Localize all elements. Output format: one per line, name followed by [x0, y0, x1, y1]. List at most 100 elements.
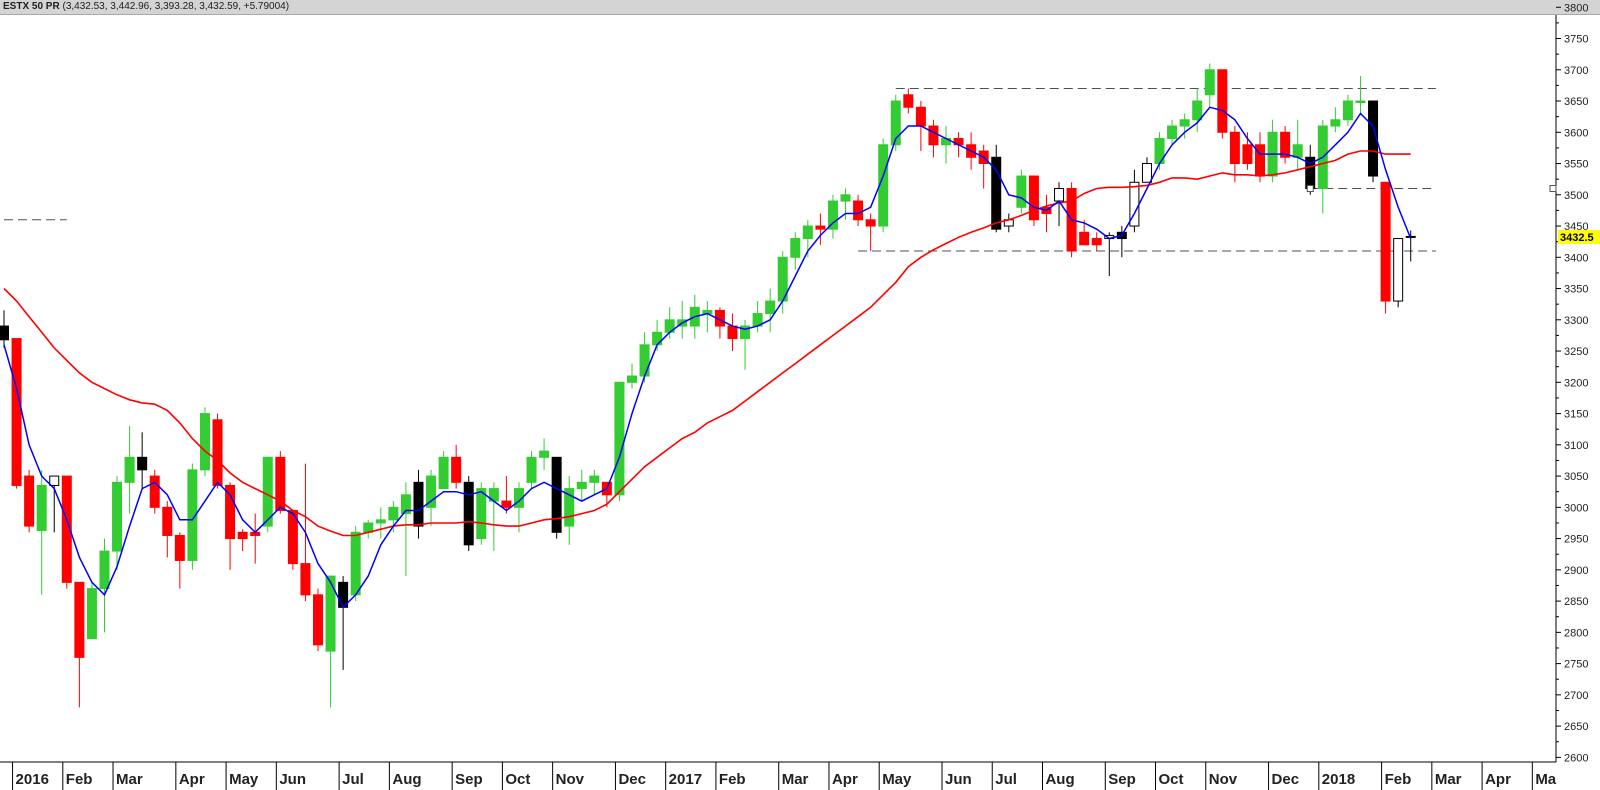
- candle-body: [652, 331, 663, 346]
- x-tick-label: Sep: [1108, 771, 1136, 788]
- x-tick-label: Apr: [179, 771, 205, 788]
- candle-body: [815, 225, 826, 230]
- last-price-box: [1558, 229, 1600, 244]
- candle-body: [225, 484, 236, 540]
- candle-body: [1280, 131, 1291, 158]
- levels-layer: [4, 88, 1436, 252]
- candle-body: [1393, 238, 1404, 302]
- y-tick-label: 2850: [1564, 596, 1588, 608]
- x-axis: 2016 Feb Mar Apr May Jun Jul Aug Sep Oct Nov Dec 201…: [0, 761, 1557, 790]
- candle-body: [99, 550, 110, 590]
- y-tick-label: 2750: [1564, 659, 1588, 671]
- x-tick-label: Aug: [392, 771, 421, 788]
- candle-body: [526, 456, 537, 483]
- candle-body: [915, 106, 926, 127]
- candle-body: [451, 456, 462, 483]
- candle-body: [1192, 100, 1203, 121]
- candle-body: [903, 94, 914, 108]
- x-tick-label: Dec: [1272, 771, 1300, 788]
- candle-body: [740, 325, 751, 340]
- candle-body: [1204, 69, 1215, 96]
- level-handle: [1549, 185, 1557, 193]
- x-tick-label: Mar: [116, 771, 143, 788]
- candle-body: [1368, 100, 1379, 177]
- y-tick-label: 3300: [1564, 315, 1588, 327]
- x-tick-label: Ma: [1535, 771, 1556, 788]
- candle-body: [49, 475, 60, 486]
- x-tick-label: Apr: [1485, 771, 1511, 788]
- candle-body: [727, 325, 738, 340]
- candle-body: [1380, 181, 1391, 302]
- candle-body: [827, 200, 838, 230]
- candle-body: [865, 219, 876, 227]
- y-tick-label: 2900: [1564, 565, 1588, 577]
- y-tick-label: 2800: [1564, 627, 1588, 639]
- last-price-marker: 3432.5: [1306, 185, 1600, 244]
- y-tick-label: 2600: [1564, 752, 1588, 764]
- candle-body: [275, 456, 286, 511]
- sma-slow-line: [3, 150, 1411, 537]
- y-tick-label: 3350: [1564, 284, 1588, 296]
- candle-body: [790, 238, 801, 258]
- candle-body: [765, 300, 776, 315]
- candle-body: [1141, 163, 1152, 183]
- x-tick-label: Jun: [945, 771, 972, 788]
- candle-body: [375, 519, 386, 524]
- candle-body: [639, 344, 650, 377]
- candle-body: [438, 456, 449, 490]
- x-tick-label: May: [882, 771, 912, 788]
- y-tick-label: 3200: [1564, 377, 1588, 389]
- candle-body: [36, 484, 47, 531]
- ohlc-readout: (3,432.53, 3,442.96, 3,393.28, 3,432.59,…: [62, 1, 290, 12]
- candle-body: [1242, 144, 1253, 165]
- sma-fast-line: [3, 106, 1412, 609]
- candle-body: [802, 225, 813, 240]
- x-tick-label: Oct: [505, 771, 530, 788]
- y-tick-label: 3250: [1564, 346, 1588, 358]
- candle-body: [0, 325, 9, 341]
- y-tick-label: 3100: [1564, 440, 1588, 452]
- x-tick-label: Nov: [556, 771, 585, 788]
- candle-body: [1028, 175, 1039, 221]
- y-tick-label: 3000: [1564, 502, 1588, 514]
- candle-body: [1292, 144, 1303, 158]
- x-tick-label: Mar: [782, 771, 809, 788]
- y-tick-label: 3150: [1564, 409, 1588, 421]
- candle-body: [187, 469, 198, 561]
- candle-body: [112, 481, 123, 552]
- y-tick-label: 3050: [1564, 471, 1588, 483]
- candle-body: [1167, 125, 1178, 140]
- candle-body: [513, 488, 524, 508]
- x-tick-label: May: [229, 771, 259, 788]
- candle-body: [1179, 119, 1190, 127]
- last-price-label: 3432.5: [1560, 232, 1594, 244]
- level-handle: [1306, 185, 1314, 193]
- candle-body: [463, 481, 474, 546]
- y-tick-label: 3550: [1564, 159, 1588, 171]
- candle-body: [551, 456, 562, 533]
- candle-body: [890, 100, 901, 146]
- candle-body: [501, 500, 512, 508]
- candle-body: [1091, 238, 1102, 246]
- candle-body: [1217, 69, 1228, 133]
- x-tick-label: Mar: [1435, 771, 1462, 788]
- candle-body: [589, 475, 600, 483]
- candle-body: [1054, 188, 1065, 202]
- candle-body: [199, 413, 210, 471]
- candle-body: [576, 481, 587, 490]
- x-tick-label: 2017: [669, 771, 702, 788]
- instrument-symbol: ESTX 50 PR: [3, 1, 60, 12]
- x-tick-label: Jul: [995, 771, 1017, 788]
- candle-body: [1342, 100, 1353, 121]
- candle-body: [840, 194, 851, 202]
- candle-body: [400, 494, 411, 515]
- x-tick-label: 2016: [16, 771, 49, 788]
- candle-body: [413, 481, 424, 527]
- candle-body: [325, 575, 336, 652]
- sma-layer: [3, 106, 1412, 609]
- y-tick-label: 3750: [1564, 34, 1588, 46]
- x-tick-label: Feb: [66, 771, 93, 788]
- candle-body: [212, 419, 223, 486]
- candle-body: [137, 456, 148, 471]
